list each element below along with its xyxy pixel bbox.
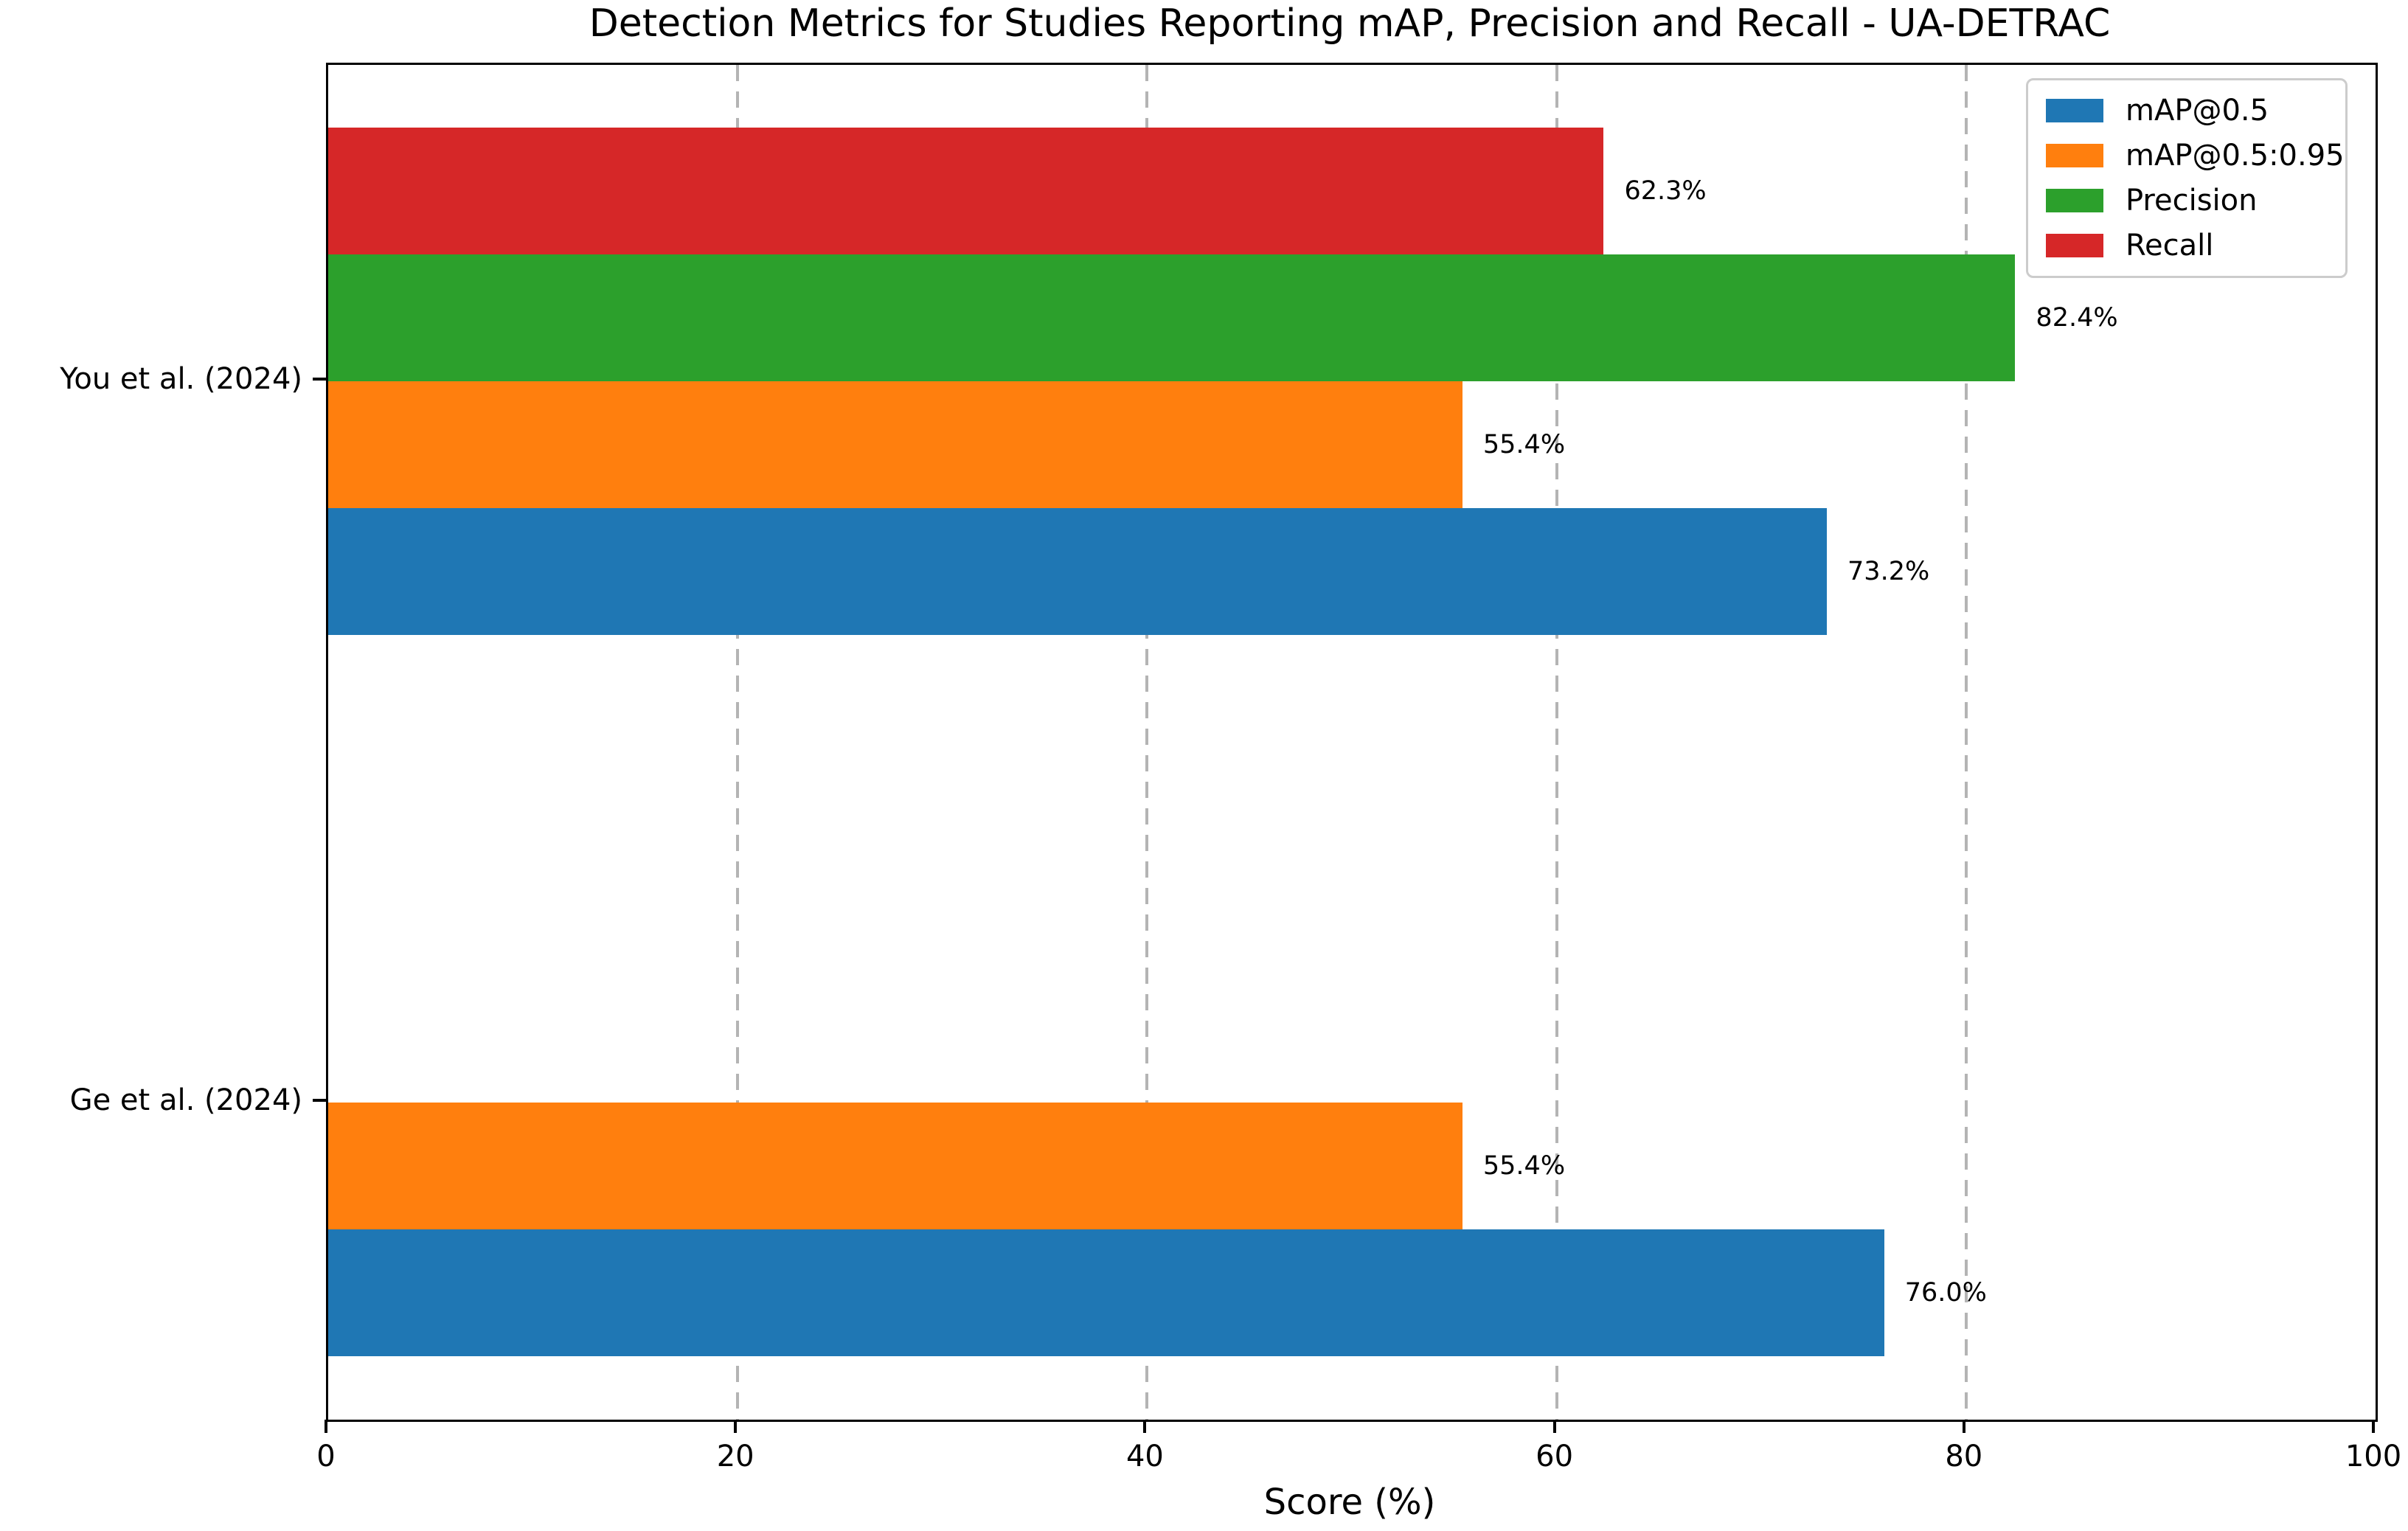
x-tick-label: 100 — [2345, 1440, 2402, 1473]
y-tick-mark — [313, 1099, 326, 1102]
bar-value-label: 62.3% — [1624, 176, 1707, 206]
legend-label: mAP@0.5:0.95 — [2126, 139, 2345, 173]
x-tick-label: 0 — [316, 1440, 336, 1473]
bar-ge-map5095 — [328, 1103, 1463, 1229]
gridline-60 — [1555, 65, 1558, 1420]
x-tick-label: 60 — [1536, 1440, 1574, 1473]
legend-item-recall: Recall — [2046, 229, 2328, 263]
bar-row-you-map50: 73.2% — [328, 508, 2376, 635]
x-tick-label: 40 — [1125, 1440, 1164, 1473]
bar-row-ge-map5095: 55.4% — [328, 1103, 2376, 1229]
legend-label: Precision — [2126, 184, 2258, 218]
bar-value-label: 55.4% — [1482, 430, 1566, 459]
bar-value-label: 55.4% — [1482, 1151, 1566, 1181]
legend: mAP@0.5 mAP@0.5:0.95 Precision Recall — [2026, 78, 2348, 278]
legend-swatch-green — [2046, 189, 2103, 212]
y-tick-label-you: You et al. (2024) — [60, 362, 302, 396]
x-tick-label: 20 — [716, 1440, 754, 1473]
bar-row-ge-map50: 76.0% — [328, 1229, 2376, 1356]
x-tick-mark — [2372, 1420, 2375, 1433]
bar-row-you-recall: 62.3% — [328, 128, 2376, 254]
x-tick-label: 80 — [1945, 1440, 1983, 1473]
x-axis-ticks — [325, 1420, 2375, 1433]
bar-you-map50 — [328, 508, 1828, 635]
legend-label: mAP@0.5 — [2126, 94, 2269, 128]
legend-swatch-blue — [2046, 99, 2103, 122]
bar-value-label: 82.4% — [2036, 303, 2118, 333]
bar-ge-map50 — [328, 1229, 1884, 1356]
bar-you-map5095 — [328, 381, 1463, 508]
y-tick-mark — [313, 378, 326, 381]
legend-swatch-orange — [2046, 144, 2103, 167]
bar-value-label: 76.0% — [1904, 1278, 1987, 1308]
legend-item-precision: Precision — [2046, 184, 2328, 218]
bar-you-recall — [328, 128, 1604, 254]
gridline-40 — [1145, 65, 1149, 1420]
bar-row-you-map5095: 55.4% — [328, 381, 2376, 508]
legend-swatch-red — [2046, 234, 2103, 257]
bar-you-precision — [328, 254, 2016, 381]
x-axis-title: Score (%) — [1263, 1482, 1436, 1523]
gridline-20 — [736, 65, 740, 1420]
gridline-80 — [1964, 65, 1968, 1420]
x-tick-mark — [1552, 1420, 1556, 1433]
y-tick-label-ge: Ge et al. (2024) — [69, 1083, 302, 1117]
plot-area: 62.3% 82.4% 55.4% 73.2% 55.4% 76.0% mAP@… — [326, 63, 2378, 1422]
x-tick-mark — [734, 1420, 738, 1433]
x-tick-mark — [1143, 1420, 1147, 1433]
chart-title: Detection Metrics for Studies Reporting … — [589, 1, 2111, 46]
x-tick-mark — [1962, 1420, 1965, 1433]
legend-item-map50: mAP@0.5 — [2046, 94, 2328, 128]
legend-item-map5095: mAP@0.5:0.95 — [2046, 139, 2345, 173]
x-axis-tick-labels: 0 20 40 60 80 100 — [316, 1438, 2401, 1475]
legend-label: Recall — [2126, 229, 2214, 263]
x-tick-mark — [325, 1420, 327, 1433]
bar-row-you-precision: 82.4% — [328, 254, 2376, 381]
bar-value-label: 73.2% — [1847, 557, 1930, 586]
